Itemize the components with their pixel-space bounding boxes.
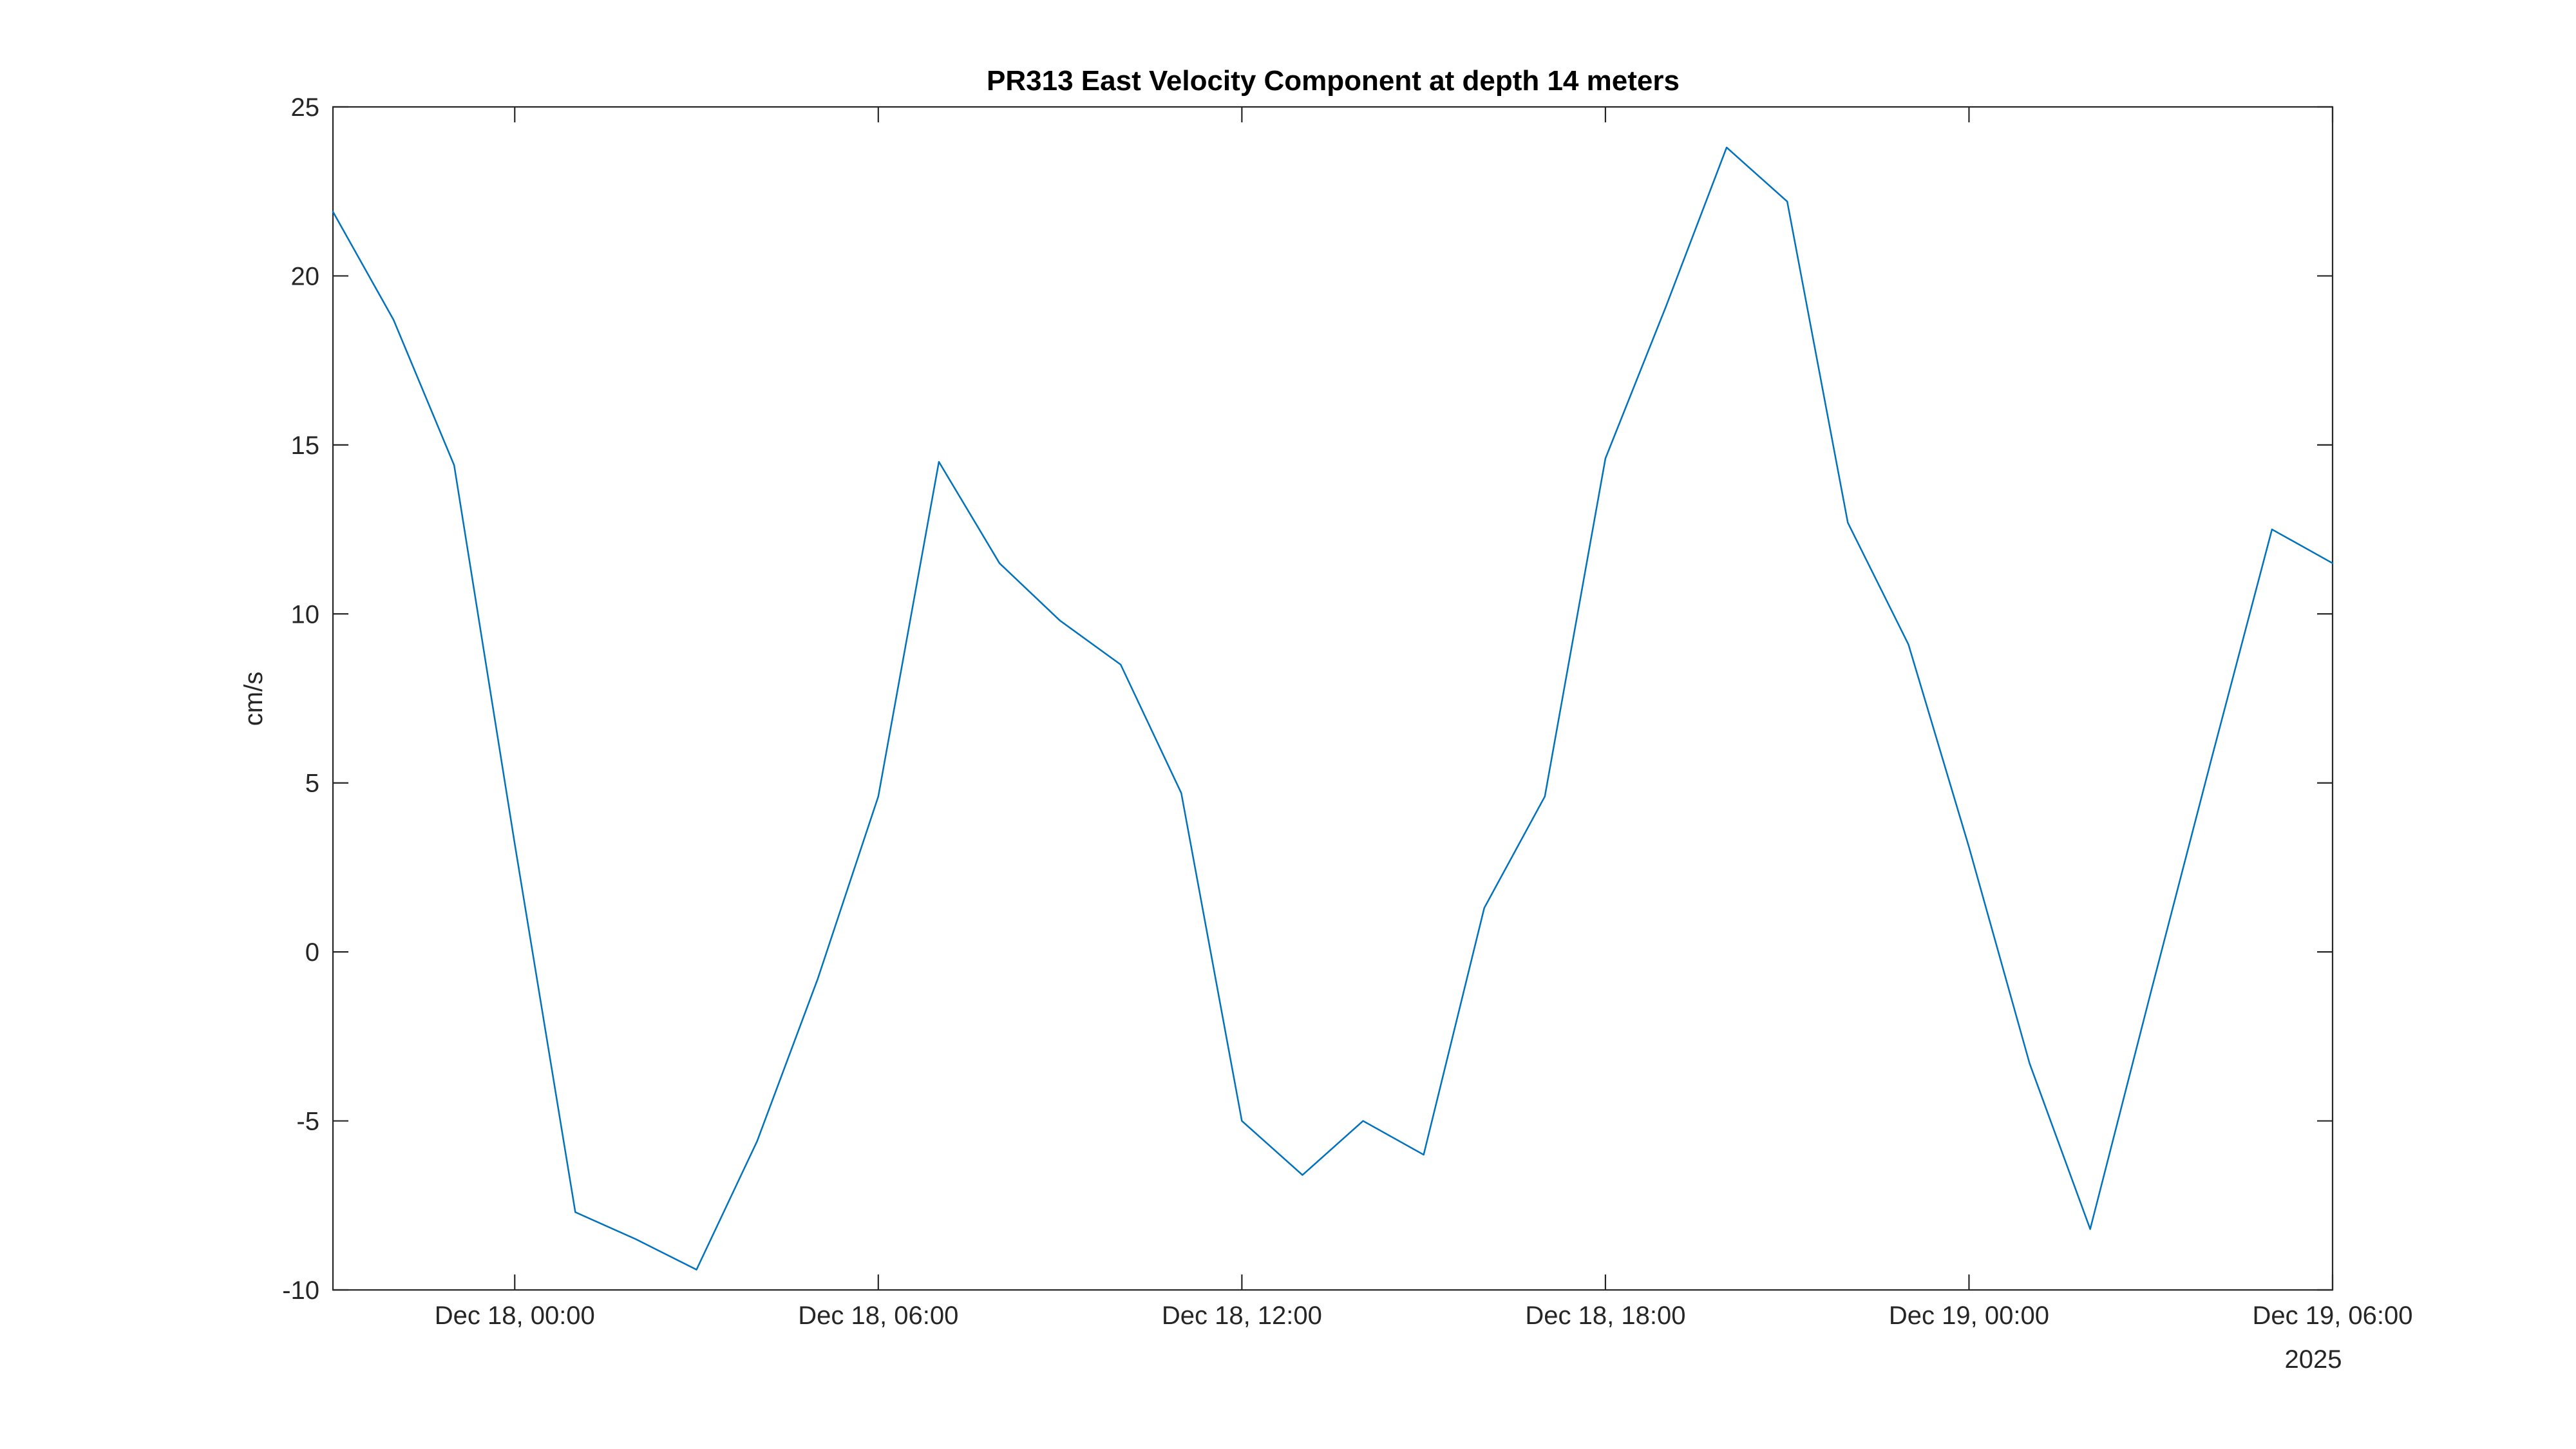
y-tick-label: 20 xyxy=(291,262,320,290)
x-tick-label: Dec 18, 06:00 xyxy=(798,1302,958,1330)
y-tick-label: -10 xyxy=(282,1276,319,1305)
x-axis-year-label: 2025 xyxy=(2285,1345,2342,1374)
chart-title: PR313 East Velocity Component at depth 1… xyxy=(987,65,1680,97)
x-tick-label: Dec 18, 18:00 xyxy=(1525,1302,1685,1330)
y-ticks xyxy=(333,106,2333,1291)
x-tick-labels: Dec 18, 00:00 Dec 18, 06:00 Dec 18, 12:00 D… xyxy=(435,1302,2413,1330)
plot-line-east-velocity xyxy=(332,146,2334,1271)
x-tick-label: Dec 19, 00:00 xyxy=(1889,1302,2049,1330)
y-tick-labels: -10 -5 0 5 10 15 20 25 xyxy=(282,93,319,1305)
y-tick-label: 10 xyxy=(291,600,320,629)
y-tick-label: 0 xyxy=(305,938,319,967)
y-tick-label: 25 xyxy=(291,93,320,122)
x-tick-label: Dec 19, 06:00 xyxy=(2252,1302,2412,1330)
y-tick-label: 15 xyxy=(291,431,320,460)
x-tick-label: Dec 18, 12:00 xyxy=(1162,1302,1322,1330)
y-axis-label: cm/s xyxy=(240,672,268,726)
y-tick-label: -5 xyxy=(296,1108,319,1136)
x-tick-label: Dec 18, 00:00 xyxy=(435,1302,595,1330)
plot-frame xyxy=(332,106,2334,1291)
x-ticks xyxy=(514,107,2334,1290)
y-tick-label: 5 xyxy=(305,770,319,798)
